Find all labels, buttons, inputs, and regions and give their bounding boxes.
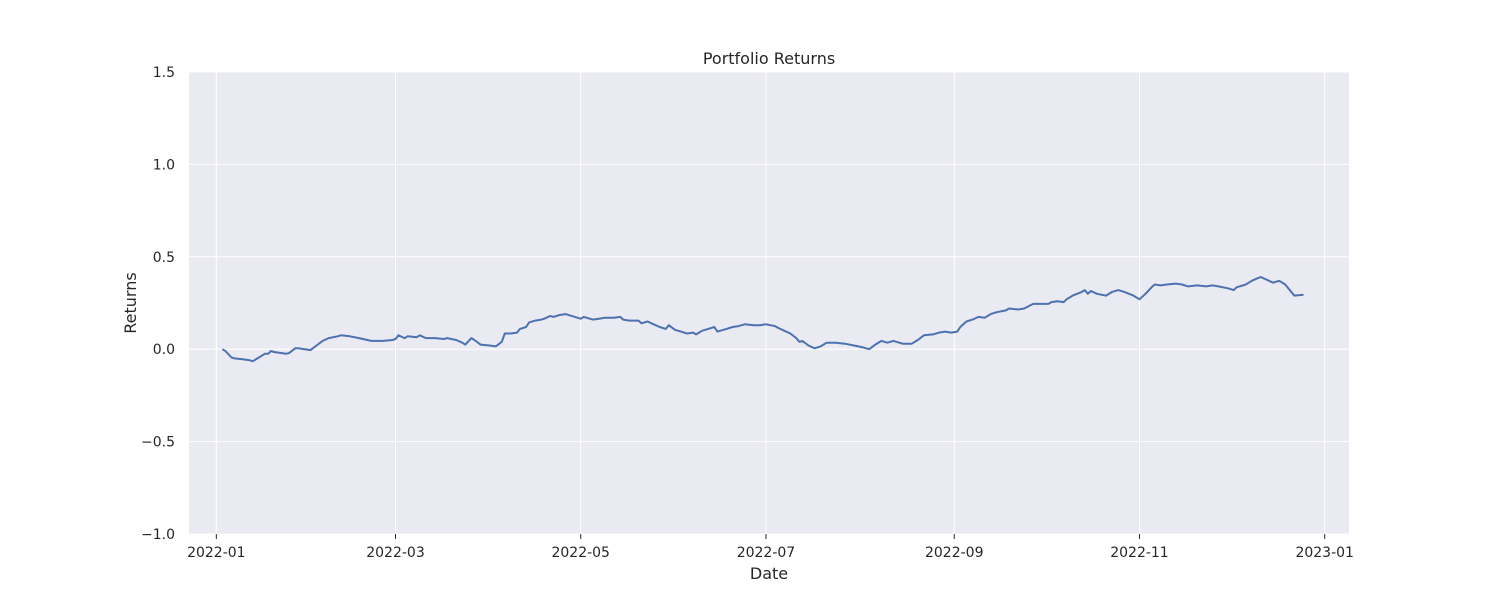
series-line — [221, 276, 1304, 363]
y-tick-label: 0.0 — [153, 342, 175, 358]
y-tick-label: 0.5 — [153, 250, 175, 266]
y-axis-title: Returns — [121, 272, 140, 333]
x-tick-label: 2022-07 — [737, 545, 796, 561]
x-tick-label: 2022-05 — [551, 545, 610, 561]
y-tick-label: −1.0 — [141, 527, 175, 543]
x-tick-label: 2022-03 — [366, 545, 425, 561]
y-tick-label: 1.0 — [153, 157, 175, 173]
x-axis-title: Date — [750, 564, 788, 583]
y-tick-label: −0.5 — [141, 435, 175, 451]
axis-ticks: 2022-01 2022-03 2022-05 2022-07 2022-09 2022-… — [141, 65, 1354, 561]
x-tick-label: 2022-09 — [925, 545, 984, 561]
y-tick-label: 1.5 — [153, 65, 175, 81]
x-tick-label: 2023-01 — [1295, 545, 1354, 561]
chart-title: Portfolio Returns — [703, 49, 835, 68]
x-tick-label: 2022-01 — [187, 545, 246, 561]
plot-area — [189, 72, 1349, 534]
grid-lines — [189, 71, 1349, 535]
x-tick-label: 2022-11 — [1110, 545, 1169, 561]
